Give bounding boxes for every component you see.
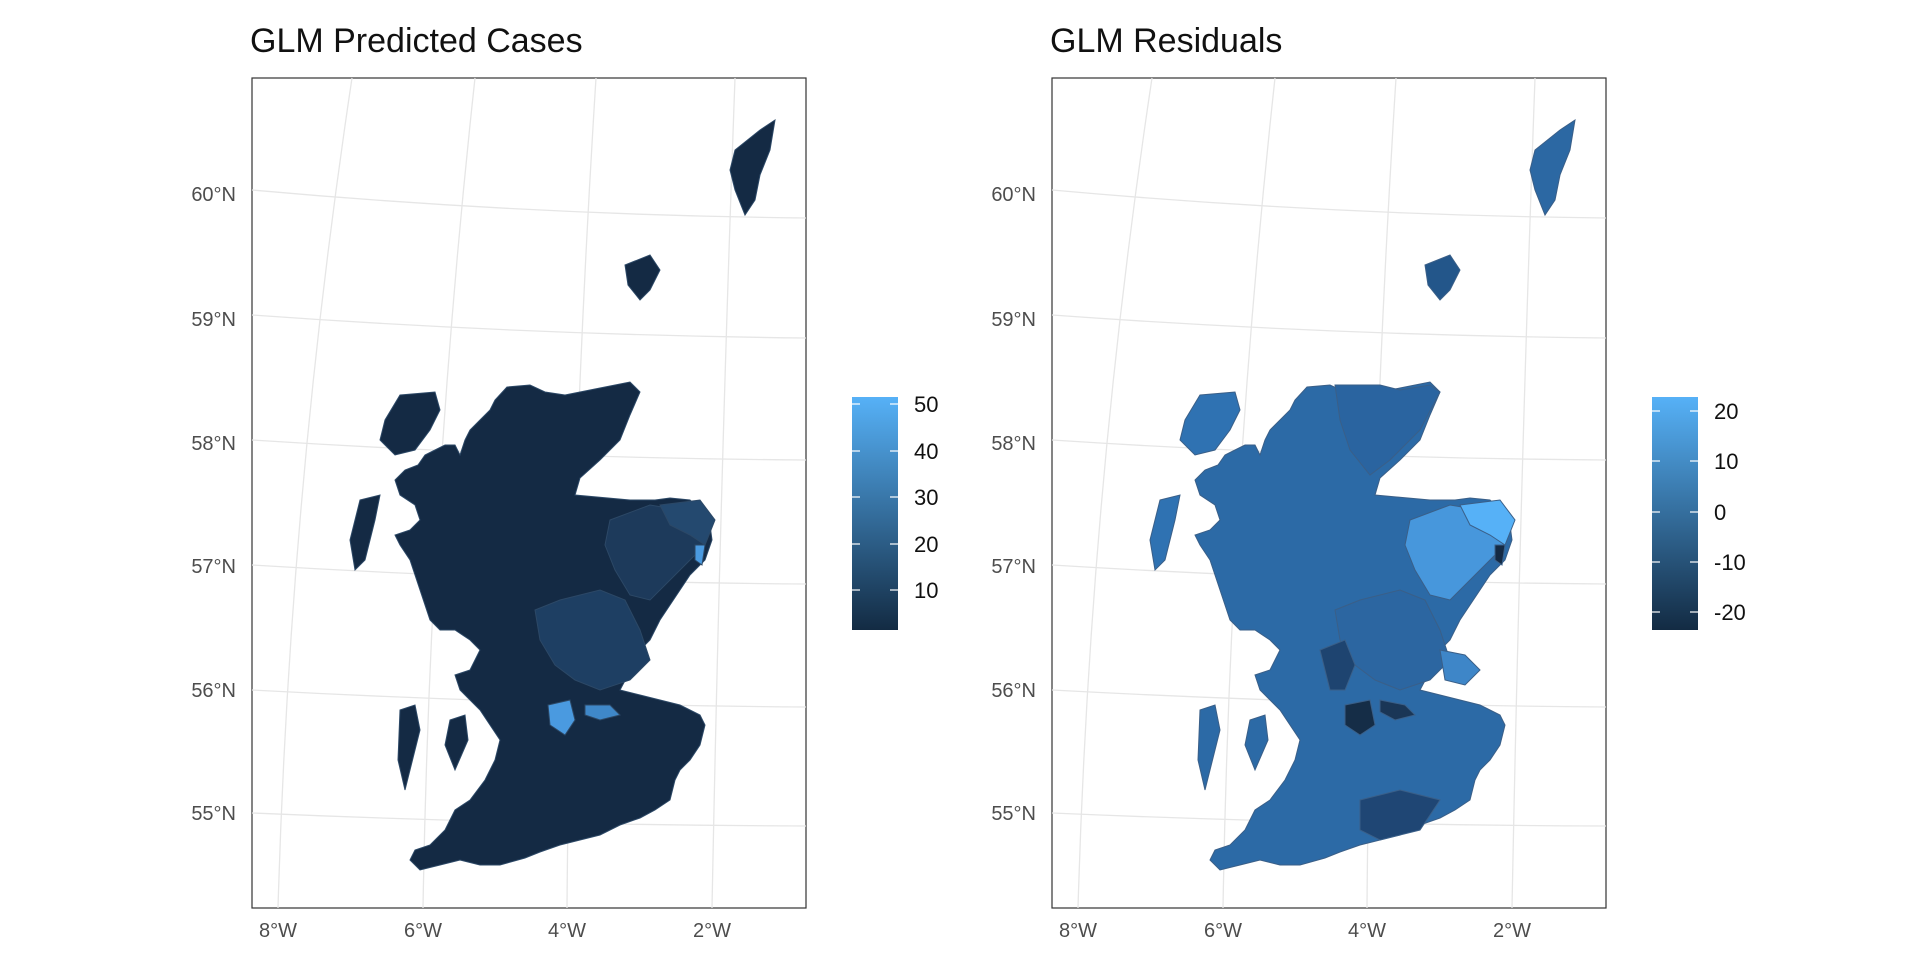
region	[547, 699, 576, 736]
region	[624, 254, 661, 301]
region	[379, 391, 441, 456]
lon-tick-label: 8°W	[1059, 920, 1097, 942]
region	[1344, 699, 1376, 736]
scotland-regions	[349, 118, 776, 871]
legend-tick-label: -20	[1714, 600, 1746, 625]
legend-tick-label: 20	[1714, 399, 1738, 424]
legend-tick-label: -10	[1714, 550, 1746, 575]
panel-title-residuals: GLM Residuals	[1050, 22, 1283, 60]
region	[584, 704, 621, 721]
region	[1179, 391, 1241, 456]
region	[1424, 254, 1461, 301]
legend-tick-label: 0	[1714, 500, 1726, 525]
region	[349, 494, 381, 572]
legend-colorbar	[1652, 397, 1698, 630]
region	[1439, 649, 1481, 686]
legend-colorbar	[852, 397, 898, 630]
lat-tick-label: 60°N	[191, 184, 236, 206]
lon-tick-label: 6°W	[404, 920, 442, 942]
lat-tick-label: 56°N	[991, 680, 1036, 702]
legend-tick-label: 50	[914, 392, 938, 417]
lat-tick-label: 60°N	[991, 184, 1036, 206]
legend-tick-label: 10	[1714, 449, 1738, 474]
lon-tick-label: 2°W	[693, 920, 731, 942]
lat-tick-label: 55°N	[191, 803, 236, 825]
region	[1244, 714, 1269, 772]
legend-tick-label: 40	[914, 439, 938, 464]
lat-tick-label: 57°N	[191, 556, 236, 578]
lat-tick-label: 58°N	[991, 433, 1036, 455]
legend-residuals: 20 10 0 -10 -20	[1652, 397, 1746, 630]
region	[1149, 494, 1181, 572]
axis-labels-right: 60°N 59°N 58°N 57°N 56°N 55°N 8°W 6°W 4°…	[991, 184, 1531, 942]
region	[1494, 544, 1506, 566]
legend-predicted: 50 40 30 20 10	[852, 392, 938, 630]
lat-tick-label: 57°N	[991, 556, 1036, 578]
lat-tick-label: 56°N	[191, 680, 236, 702]
region	[1334, 384, 1441, 476]
lon-tick-label: 2°W	[1493, 920, 1531, 942]
panel-predicted-map: 60°N 59°N 58°N 57°N 56°N 55°N 8°W 6°W 4°…	[191, 77, 938, 942]
lat-tick-label: 55°N	[991, 803, 1036, 825]
region	[444, 714, 469, 772]
lon-tick-label: 4°W	[548, 920, 586, 942]
region	[1319, 639, 1356, 691]
lon-tick-label: 4°W	[1348, 920, 1386, 942]
legend-tick-label: 10	[914, 578, 938, 603]
region	[1197, 704, 1221, 791]
region	[1529, 118, 1576, 217]
panel-title-predicted: GLM Predicted Cases	[250, 22, 583, 60]
region	[729, 118, 776, 217]
legend-tick-label: 20	[914, 532, 938, 557]
region	[1379, 699, 1416, 721]
panel-residuals-map: 60°N 59°N 58°N 57°N 56°N 55°N 8°W 6°W 4°…	[991, 77, 1746, 942]
region	[1359, 789, 1441, 841]
lon-tick-label: 8°W	[259, 920, 297, 942]
legend-tick-label: 30	[914, 485, 938, 510]
region	[534, 589, 651, 691]
scotland-regions	[1149, 118, 1576, 871]
region	[397, 704, 421, 791]
lat-tick-label: 58°N	[191, 433, 236, 455]
lat-tick-label: 59°N	[191, 309, 236, 331]
lon-tick-label: 6°W	[1204, 920, 1242, 942]
lat-tick-label: 59°N	[991, 309, 1036, 331]
region	[694, 544, 706, 566]
axis-labels-left: 60°N 59°N 58°N 57°N 56°N 55°N 8°W 6°W 4°…	[191, 184, 731, 942]
